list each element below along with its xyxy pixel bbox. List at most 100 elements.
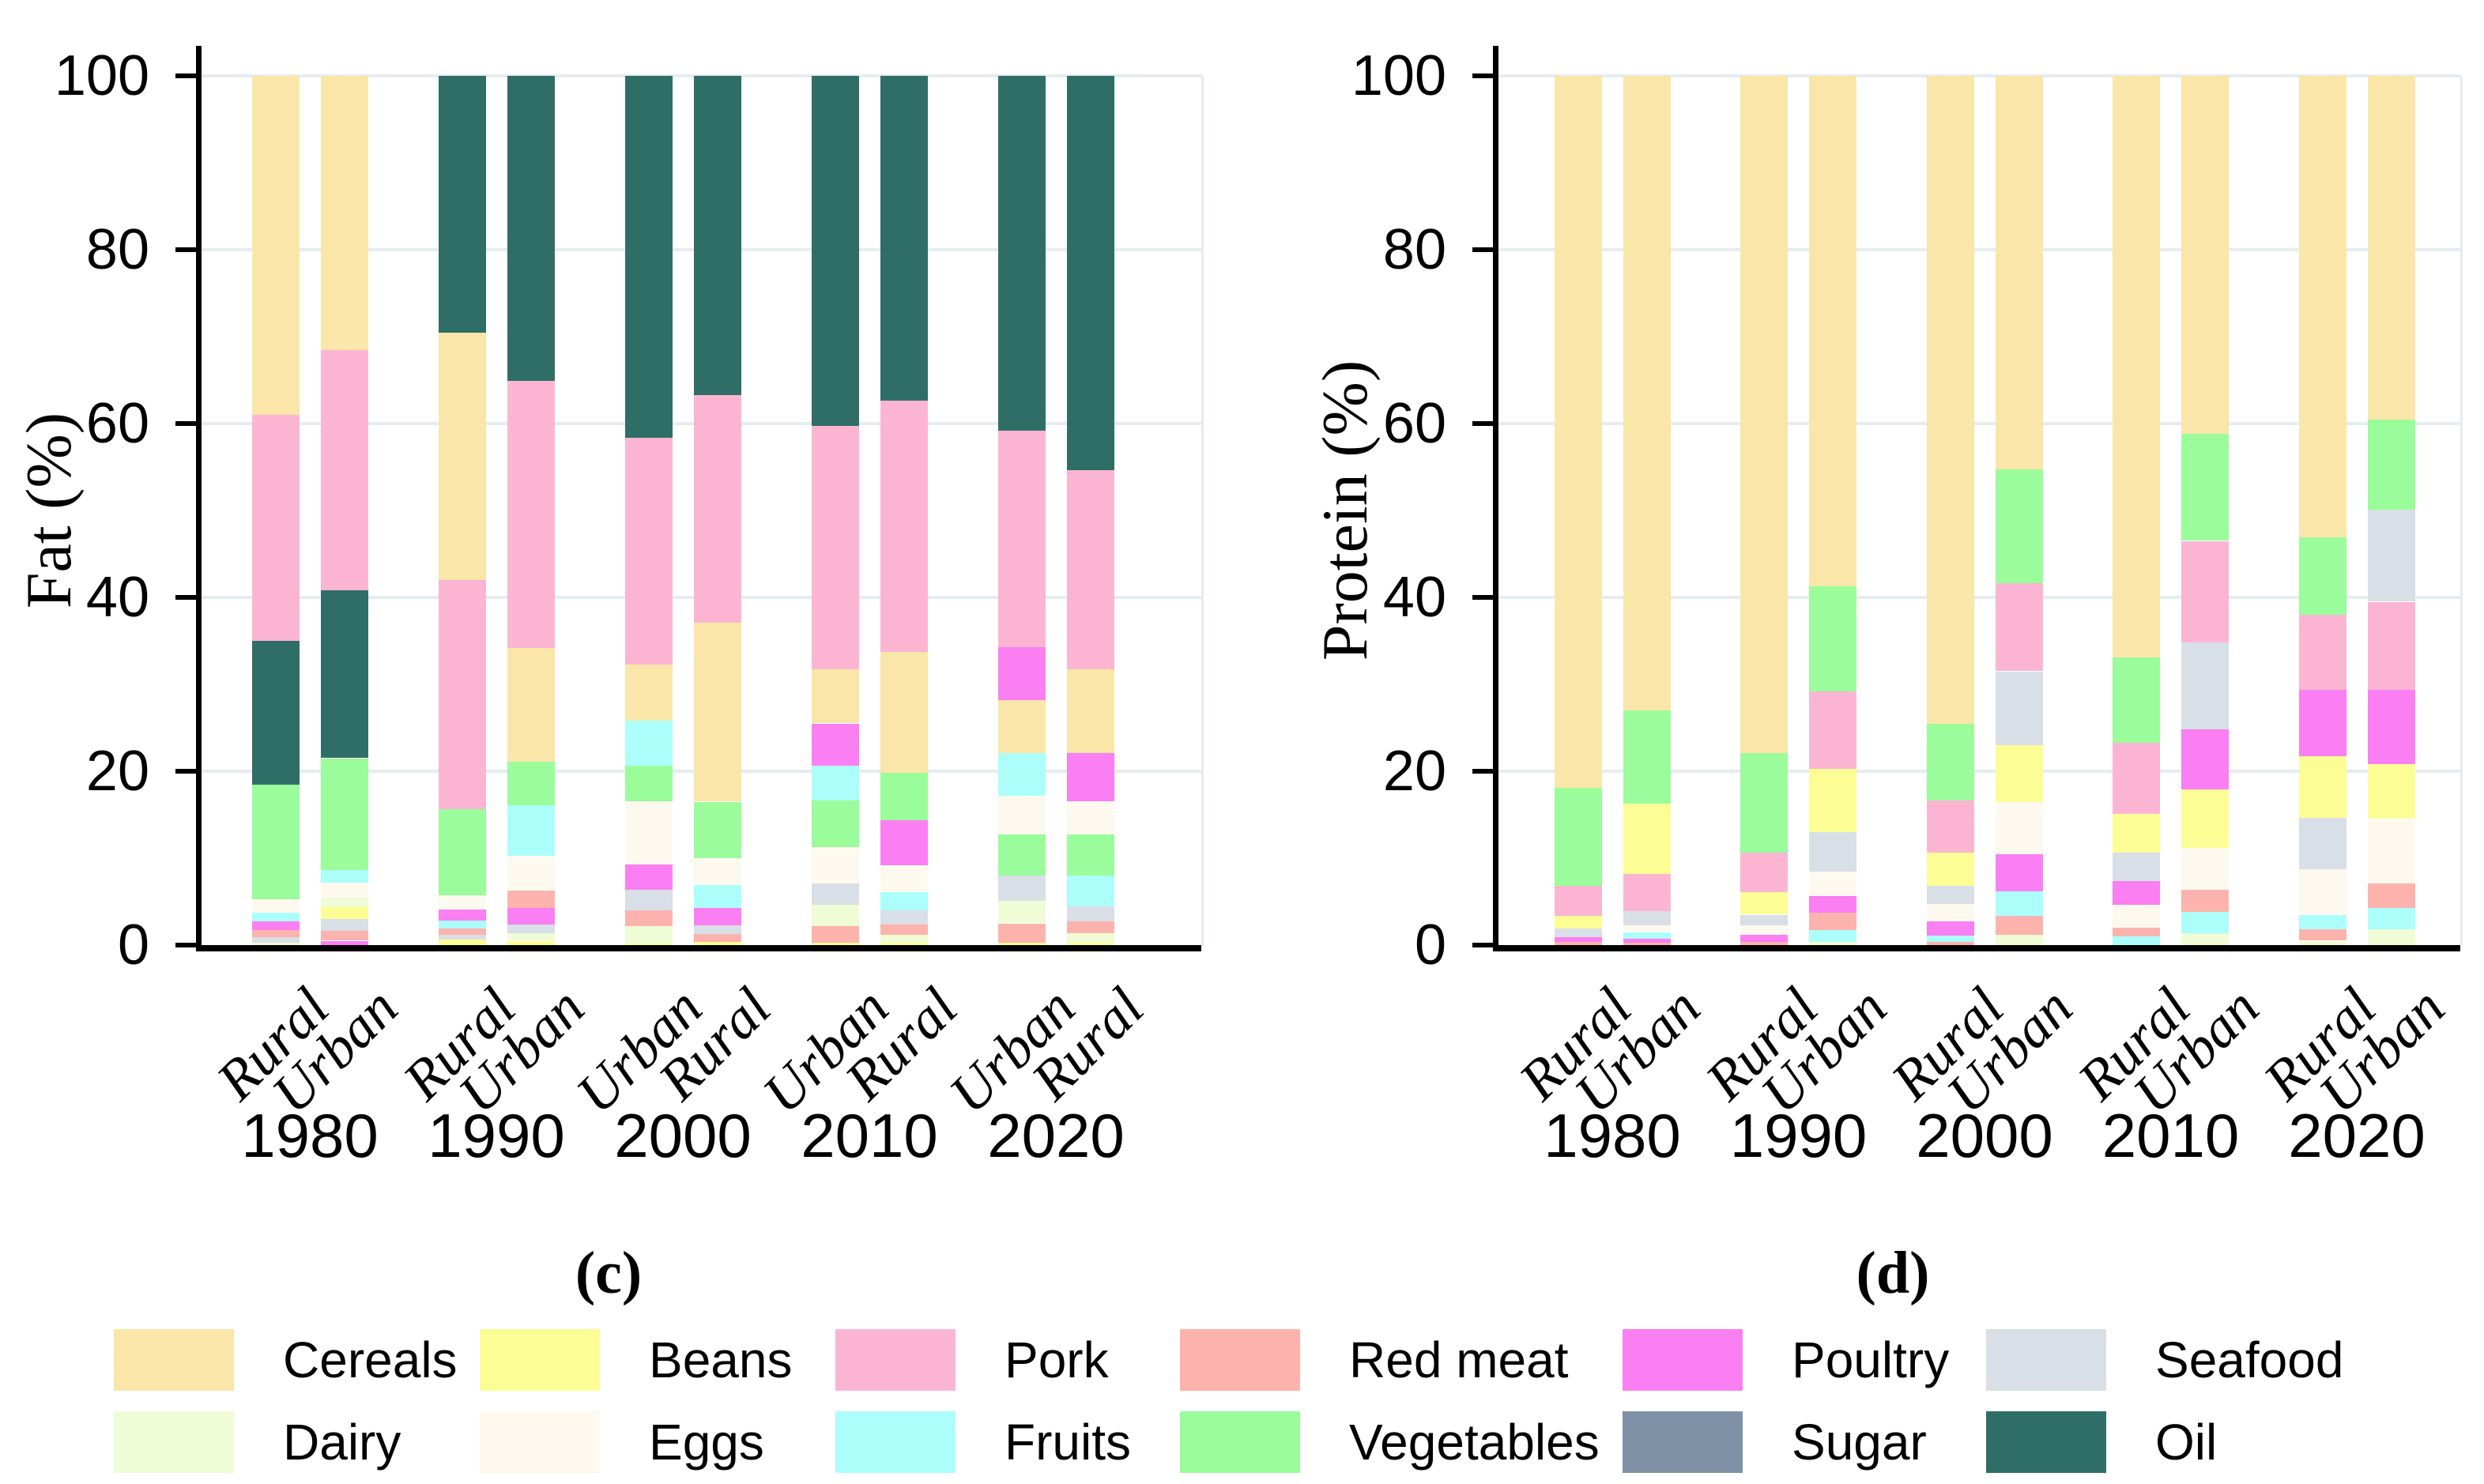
bar-segment-beans [1066, 942, 1114, 945]
bar-segment-eggs [320, 882, 368, 898]
bar-segment-cereals [2298, 76, 2346, 538]
bar-segment-redmeat [693, 933, 741, 942]
bar-segment-redmeat [1995, 915, 2043, 935]
y-tick-80 [1472, 247, 1493, 252]
bar-segment-redmeat [1740, 941, 1788, 945]
y-tick-label-80: 80 [1382, 218, 1446, 281]
bar-segment-beans [2367, 764, 2415, 819]
bar-segment-dairy [2298, 940, 2346, 945]
bar-segment-poultry [2113, 880, 2160, 906]
bar-segment-vegetables [251, 784, 300, 899]
bar-segment-eggs [811, 846, 859, 883]
bar-segment-beans [1740, 891, 1788, 915]
bar-segment-cereals [811, 669, 859, 724]
bar-segment-dairy [507, 932, 555, 941]
bar-segment-seafood [1066, 906, 1114, 922]
bar-segment-seafood [880, 910, 928, 925]
bar-segment-fruits [880, 891, 928, 910]
y-tick-label-20: 20 [85, 740, 149, 803]
bar-segment-seafood [624, 889, 673, 910]
bar-segment-seafood [320, 919, 368, 932]
y-axis-title: Fat (%) [13, 412, 85, 609]
bar-segment-vegetables [1066, 834, 1114, 876]
bar-segment-pork [1926, 800, 1974, 853]
bar-segment-beans [2113, 813, 2160, 853]
y-tick-40 [1472, 595, 1493, 600]
legend-swatch-vegetables [1180, 1411, 1300, 1473]
bar-segment-pork [2113, 742, 2160, 814]
bar-segment-cereals [1066, 669, 1114, 753]
bar-segment-vegetables [2298, 537, 2346, 615]
bar-segment-oil [811, 76, 859, 427]
bar-segment-beans [1995, 745, 2043, 802]
bar-segment-poultry [320, 940, 368, 945]
bar-segment-seafood [1995, 671, 2043, 745]
bar-segment-poultry [1554, 937, 1602, 942]
bar-segment-vegetables [2367, 419, 2415, 510]
legend-label-oil: Oil [2155, 1414, 2218, 1471]
bar-segment-eggs [438, 895, 486, 910]
legend-swatch-dairy [114, 1411, 234, 1473]
bar-segment-oil [1066, 76, 1114, 471]
y-axis-line [196, 46, 202, 951]
y-tick-label-40: 40 [1382, 566, 1446, 629]
gridline-40 [1498, 596, 2460, 599]
bar-segment-redmeat [1809, 913, 1856, 930]
bar-segment-fruits [1809, 929, 1856, 943]
y-tick-20 [175, 769, 196, 774]
bar-segment-beans [1554, 915, 1602, 929]
bar-segment-cereals [1995, 76, 2043, 470]
bar-segment-redmeat [811, 925, 859, 943]
y-tick-label-60: 60 [85, 392, 149, 455]
bar-segment-eggs [624, 801, 673, 864]
y-tick-0 [175, 943, 196, 947]
bar-segment-fruits [1995, 891, 2043, 916]
bar-segment-redmeat [997, 923, 1046, 943]
bar-segment-oil [693, 76, 741, 395]
legend-swatch-eggs [480, 1411, 600, 1473]
legend-label-cereals: Cereals [283, 1331, 458, 1388]
bar-segment-fruits [1623, 932, 1671, 940]
bar-segment-cereals [1623, 76, 1671, 710]
bar-segment-vegetables [880, 773, 928, 820]
y-tick-60 [1472, 421, 1493, 426]
bar-segment-dairy [320, 897, 368, 907]
legend-swatch-seafood [1986, 1329, 2106, 1391]
bar-segment-seafood [811, 883, 859, 906]
bar-segment-seafood [507, 924, 555, 933]
gridline-80 [1498, 248, 2460, 251]
bar-segment-poultry [1740, 934, 1788, 942]
bar-segment-dairy [811, 905, 859, 926]
bar-segment-vegetables [2181, 434, 2229, 541]
legend-swatch-pork [835, 1329, 956, 1391]
bar-segment-dairy [880, 934, 928, 943]
bar-segment-redmeat [2367, 883, 2415, 908]
bar-segment-redmeat [1066, 921, 1114, 933]
bar-segment-eggs [1926, 904, 1974, 922]
y-tick-40 [175, 595, 196, 600]
bar-segment-dairy [997, 900, 1046, 924]
y-tick-label-40: 40 [85, 566, 149, 629]
bar-segment-vegetables [1926, 723, 1974, 801]
legend-swatch-poultry [1623, 1329, 1743, 1391]
bar-segment-redmeat [1554, 941, 1602, 945]
bar-segment-cereals [880, 652, 928, 774]
bar-segment-poultry [880, 819, 928, 865]
year-label: 1980 [241, 1101, 379, 1170]
bar-segment-cereals [1740, 76, 1788, 753]
bar-segment-dairy [2367, 929, 2415, 945]
panel-label: (c) [575, 1240, 643, 1306]
y-tick-label-0: 0 [117, 913, 149, 977]
gridline-60 [1498, 422, 2460, 425]
gridline-100 [1498, 74, 2460, 77]
bar-segment-pork [1066, 470, 1114, 670]
bar-segment-poultry [1809, 896, 1856, 913]
bar-segment-oil [507, 76, 555, 382]
bar-segment-vegetables [507, 761, 555, 805]
bar-segment-seafood [2181, 642, 2229, 730]
bar-segment-seafood [1554, 928, 1602, 938]
bar-segment-fruits [997, 752, 1046, 796]
bar-segment-pork [997, 430, 1046, 647]
bar-segment-vegetables [1995, 469, 2043, 584]
y-axis-line [1493, 46, 1498, 951]
